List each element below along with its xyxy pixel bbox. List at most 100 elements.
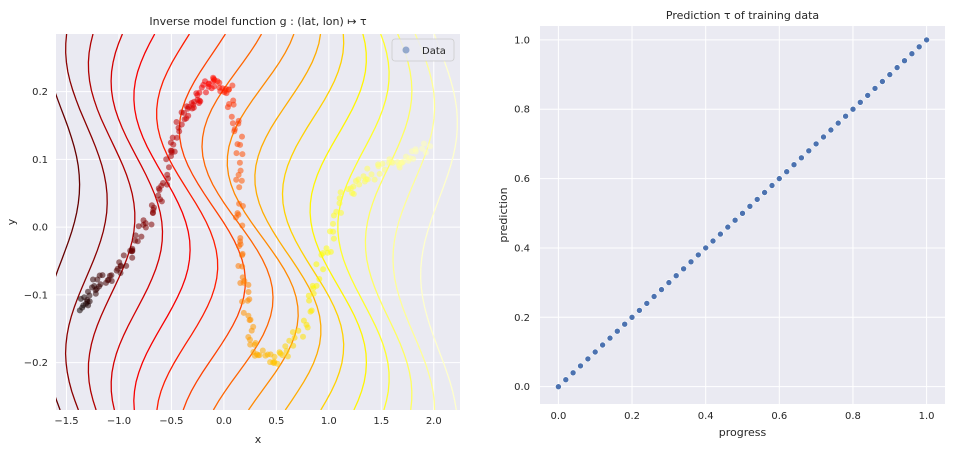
right-x-tick-0: 0.0 — [550, 411, 566, 422]
data-point-205 — [286, 337, 293, 344]
right-x-tick-3: 0.6 — [771, 411, 787, 422]
data-point-179 — [247, 336, 253, 343]
data-point-96 — [188, 100, 195, 106]
data-point-234 — [333, 208, 340, 215]
contour-line-11 — [309, 34, 368, 410]
data-point-78 — [173, 134, 180, 141]
data-point-49 — [142, 224, 149, 231]
data-point-52 — [142, 220, 149, 227]
data-point-153 — [235, 211, 242, 218]
data-point-143 — [236, 159, 243, 166]
data-point-169 — [245, 289, 252, 295]
data-point-75 — [168, 147, 175, 154]
data-point-195 — [271, 353, 278, 360]
data-point-10 — [84, 297, 90, 303]
right-data-points — [555, 36, 930, 391]
left-x-axis-label: x — [255, 433, 262, 446]
prediction-point-18 — [687, 258, 695, 266]
left-chart: −1.5 −1.0 −0.5 0.0 0.5 1.0 1.5 2.0 −0.2 −0.1 0.0 0… — [5, 15, 460, 446]
right-y-tick-1: 0.2 — [514, 313, 530, 324]
data-point-220 — [313, 282, 320, 289]
contour-line-5 — [156, 34, 219, 410]
left-y-tick-3: 0.1 — [32, 155, 48, 166]
data-point-196 — [270, 359, 277, 366]
data-point-45 — [132, 237, 139, 244]
data-point-82 — [178, 121, 185, 128]
data-point-40 — [129, 254, 136, 261]
contour-line-9 — [254, 34, 322, 410]
data-point-275 — [412, 146, 419, 153]
data-point-272 — [406, 155, 413, 162]
data-point-200 — [277, 350, 284, 357]
data-point-101 — [196, 97, 203, 104]
data-point-115 — [210, 74, 217, 81]
data-point-187 — [256, 352, 263, 359]
data-point-237 — [336, 195, 343, 202]
data-point-243 — [347, 185, 354, 192]
data-point-111 — [205, 81, 212, 88]
prediction-point-1 — [562, 376, 570, 384]
data-point-141 — [233, 150, 240, 157]
right-y-tick-5: 1.0 — [514, 35, 530, 46]
prediction-point-15 — [665, 279, 673, 286]
data-point-182 — [252, 340, 259, 346]
data-point-202 — [283, 348, 290, 354]
data-point-211 — [304, 324, 311, 331]
prediction-point-35 — [812, 140, 820, 148]
data-point-146 — [235, 171, 242, 178]
prediction-point-11 — [636, 307, 643, 314]
data-point-217 — [310, 290, 317, 297]
prediction-point-44 — [879, 78, 886, 85]
data-point-67 — [164, 171, 171, 178]
prediction-point-31 — [783, 168, 791, 175]
data-point-204 — [290, 342, 297, 349]
data-point-120 — [216, 79, 223, 86]
prediction-point-45 — [886, 71, 894, 78]
data-point-242 — [350, 191, 357, 197]
prediction-point-26 — [746, 203, 754, 210]
right-chart: 0.0 0.2 0.4 0.6 0.8 1.0 0.0 0.2 0.4 0.6 0.8 1.0 Pr… — [497, 9, 945, 439]
data-point-245 — [355, 176, 362, 183]
prediction-point-16 — [672, 272, 680, 280]
prediction-point-14 — [658, 286, 665, 293]
data-point-130 — [226, 101, 233, 107]
data-point-138 — [239, 133, 245, 140]
data-point-215 — [306, 297, 313, 304]
data-point-76 — [170, 141, 177, 148]
left-x-tick-4: 0.5 — [268, 416, 284, 427]
contour-line-3 — [110, 34, 164, 410]
legend-label: Data — [422, 46, 446, 57]
contour-line-15 — [420, 34, 458, 410]
data-point-20 — [97, 281, 104, 288]
data-point-160 — [239, 250, 246, 257]
data-point-142 — [239, 151, 246, 158]
data-point-206 — [291, 334, 298, 341]
data-point-34 — [117, 263, 124, 270]
data-point-80 — [176, 128, 183, 135]
prediction-point-20 — [702, 244, 710, 252]
data-point-253 — [368, 171, 375, 178]
data-point-55 — [148, 202, 155, 209]
prediction-point-3 — [577, 362, 584, 370]
right-y-tick-3: 0.6 — [514, 174, 530, 185]
data-point-127 — [225, 86, 232, 93]
data-point-68 — [166, 164, 172, 171]
data-point-147 — [238, 177, 245, 184]
data-point-227 — [327, 248, 334, 255]
data-point-247 — [356, 181, 363, 188]
prediction-point-22 — [717, 230, 724, 238]
data-point-191 — [264, 351, 271, 358]
left-x-tick-labels: −1.5 −1.0 −0.5 0.0 0.5 1.0 1.5 2.0 — [54, 416, 441, 427]
prediction-point-12 — [643, 300, 651, 307]
data-point-222 — [313, 261, 320, 268]
data-point-44 — [132, 232, 139, 239]
data-point-203 — [282, 343, 289, 350]
data-point-12 — [85, 288, 91, 295]
right-x-tick-1: 0.2 — [624, 411, 640, 422]
left-plot-area — [56, 34, 460, 410]
data-point-235 — [338, 209, 344, 216]
data-point-36 — [120, 252, 127, 259]
data-point-42 — [129, 245, 136, 252]
legend-marker — [402, 46, 410, 54]
